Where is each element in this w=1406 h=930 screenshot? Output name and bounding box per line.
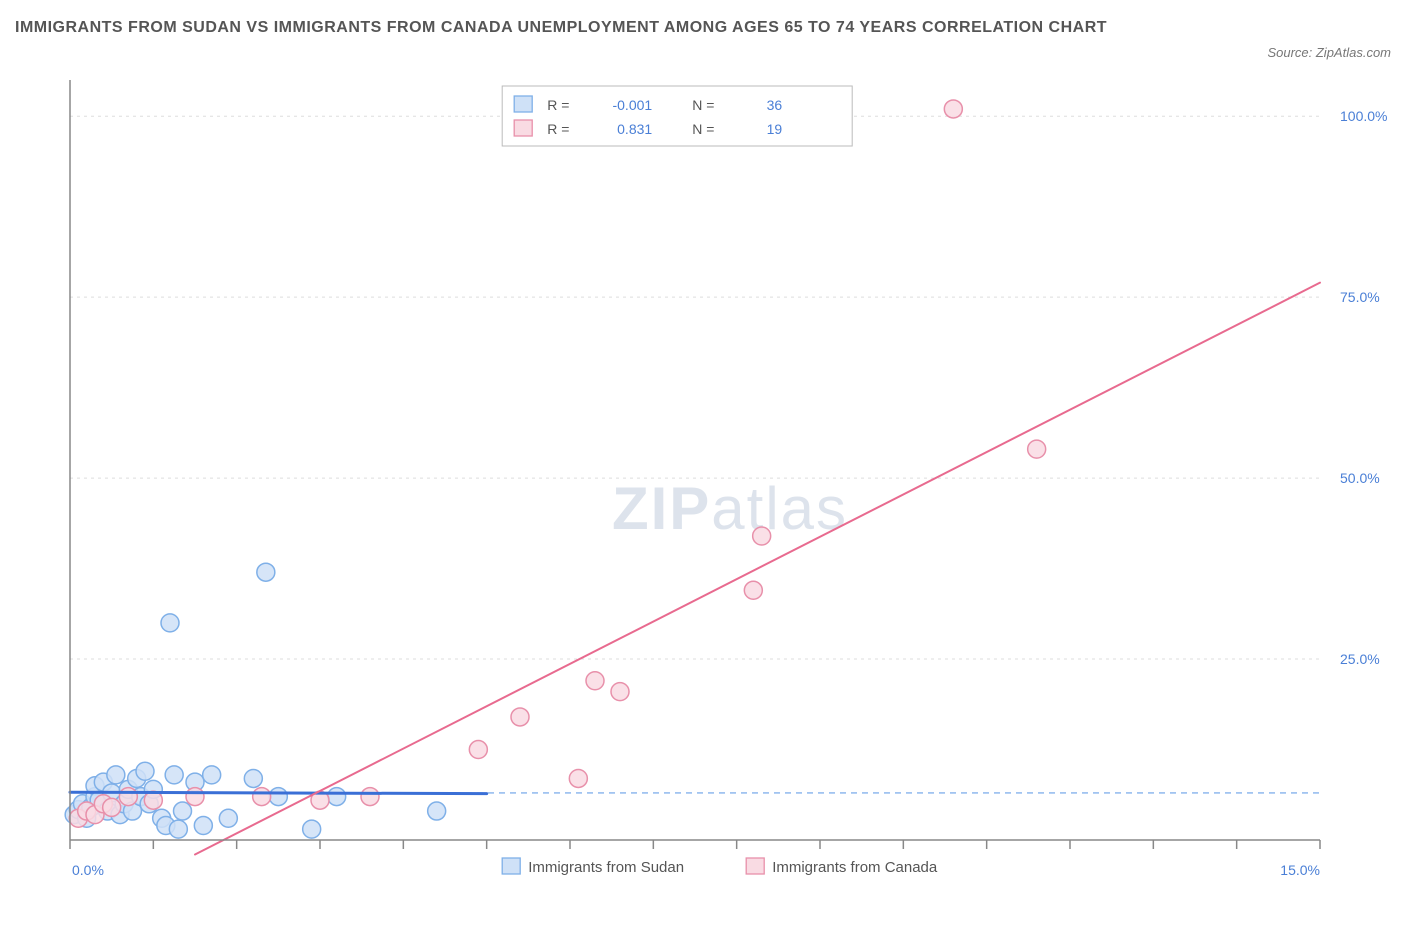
chart-title: IMMIGRANTS FROM SUDAN VS IMMIGRANTS FROM… xyxy=(15,15,1107,41)
svg-text:-0.001: -0.001 xyxy=(612,97,652,113)
svg-text:100.0%: 100.0% xyxy=(1340,108,1387,124)
svg-text:N =: N = xyxy=(692,97,714,113)
svg-text:25.0%: 25.0% xyxy=(1340,651,1380,667)
source-label: Source: ZipAtlas.com xyxy=(1267,45,1391,60)
svg-text:ZIPatlas: ZIPatlas xyxy=(612,475,848,542)
svg-text:R =: R = xyxy=(547,121,569,137)
svg-text:0.831: 0.831 xyxy=(617,121,652,137)
svg-text:15.0%: 15.0% xyxy=(1280,862,1320,878)
scatter-plot: ZIPatlas25.0%50.0%75.0%100.0%0.0%15.0%R … xyxy=(60,70,1400,870)
svg-text:R =: R = xyxy=(547,97,569,113)
svg-text:75.0%: 75.0% xyxy=(1340,289,1380,305)
svg-text:0.0%: 0.0% xyxy=(72,862,104,878)
svg-text:19: 19 xyxy=(767,121,783,137)
svg-text:36: 36 xyxy=(767,97,783,113)
svg-text:50.0%: 50.0% xyxy=(1340,470,1380,486)
svg-text:Immigrants from Sudan: Immigrants from Sudan xyxy=(528,859,684,876)
svg-text:N =: N = xyxy=(692,121,714,137)
svg-text:Immigrants from Canada: Immigrants from Canada xyxy=(772,859,938,876)
